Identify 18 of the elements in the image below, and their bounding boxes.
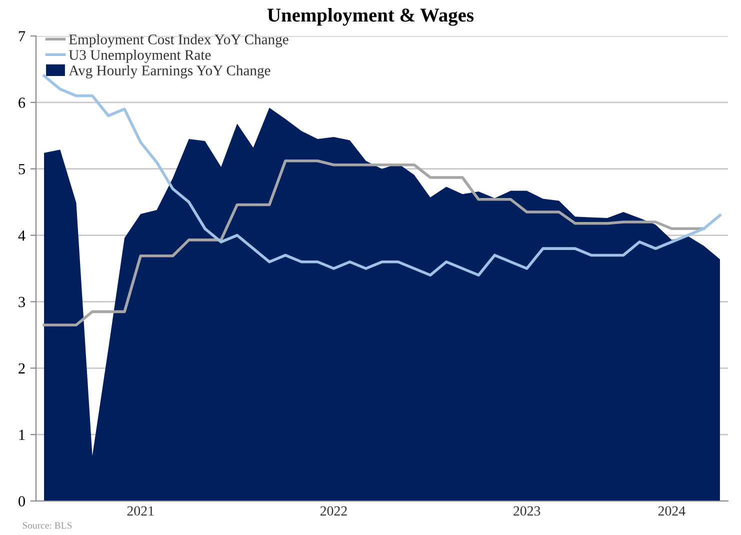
y-tick-label: 5 — [18, 164, 25, 174]
y-tick-label: 4 — [18, 230, 26, 241]
legend-label: U3 Unemployment Rate — [68, 50, 211, 63]
y-tick-label: 6 — [18, 98, 26, 108]
x-tick-label: 2024 — [658, 506, 686, 516]
x-tick-label: 2023 — [514, 506, 540, 516]
line-series — [42, 159, 706, 326]
y-tick-label: 0 — [18, 496, 25, 506]
y-tick-label: 7 — [18, 31, 26, 42]
source-note: Source: BLS — [22, 522, 72, 529]
chart-title: Unemployment & Wages — [267, 8, 474, 26]
legend-label: Employment Cost Index YoY Change — [69, 34, 288, 48]
y-tick-label: 3 — [18, 296, 25, 308]
legend-label: Avg Hourly Earnings YoY Change — [68, 65, 270, 78]
x-tick-label: 2022 — [320, 506, 347, 516]
x-tick-label: 2021 — [127, 506, 154, 516]
y-tick-label: 1 — [19, 430, 25, 440]
y-tick-label: 2 — [18, 363, 25, 374]
